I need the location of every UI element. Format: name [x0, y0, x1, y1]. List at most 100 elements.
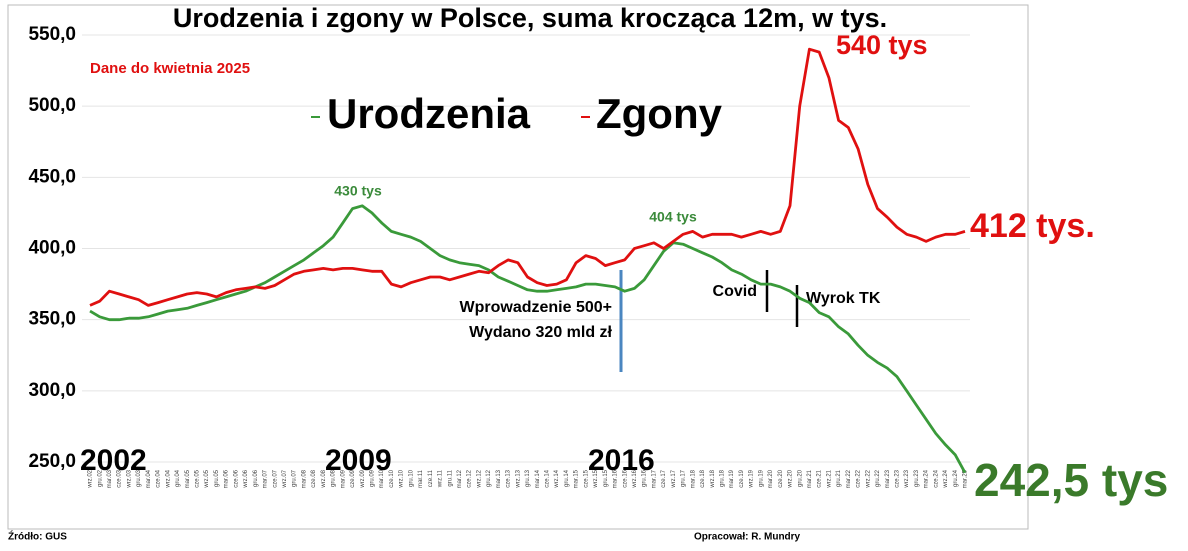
x-tick-label: cze.10 — [389, 469, 395, 487]
x-tick-label: gru.04 — [175, 469, 181, 487]
x-tick-label: mar.17 — [651, 469, 657, 488]
annotation: 2009 — [325, 444, 392, 477]
chart-subtitle: Dane do kwietnia 2025 — [90, 60, 250, 77]
annotation: Wprowadzenie 500+ — [460, 299, 613, 316]
x-tick-label: wrz.04 — [165, 469, 171, 488]
x-tick-label: gru.03 — [136, 469, 142, 487]
y-tick-label: 450,0 — [28, 166, 76, 187]
annotation: Wydano 320 mld zł — [469, 324, 612, 341]
x-tick-label: gru.02 — [97, 469, 103, 487]
x-tick-label: cze.04 — [156, 469, 162, 487]
x-tick-label: wrz.23 — [904, 469, 910, 488]
series-line — [89, 47, 966, 307]
x-tick-label: cze.21 — [817, 469, 823, 487]
x-tick-label: mar.08 — [301, 469, 307, 488]
legend-label: Zgony — [596, 90, 723, 137]
x-tick-label: cze.11 — [428, 469, 434, 487]
x-tick-label: wrz.24 — [943, 469, 949, 488]
y-tick-label: 500,0 — [28, 95, 76, 116]
x-tick-label: cze.13 — [506, 469, 512, 487]
x-tick-label: mar.18 — [690, 469, 696, 488]
x-tick-label: mar.07 — [263, 469, 269, 488]
annotation: 2016 — [588, 444, 655, 477]
x-tick-label: wrz.10 — [399, 469, 405, 488]
x-tick-label: cze.09 — [350, 469, 356, 487]
x-tick-label: cze.20 — [778, 469, 784, 487]
x-tick-label: wrz.17 — [671, 469, 677, 488]
x-tick-label: cze.03 — [117, 469, 123, 487]
x-tick-label: gru.09 — [370, 469, 376, 487]
x-tick-label: cze.24 — [933, 469, 939, 487]
x-tick-label: wrz.09 — [360, 469, 366, 488]
x-tick-label: mar.15 — [574, 469, 580, 488]
y-tick-label: 300,0 — [28, 380, 76, 401]
x-tick-label: mar.12 — [457, 469, 463, 488]
x-tick-label: cze.12 — [467, 469, 473, 487]
x-tick-label: gru.17 — [681, 469, 687, 487]
x-tick-label: gru.11 — [447, 469, 453, 486]
x-tick-label: wrz.20 — [788, 469, 794, 488]
source: Źródło: GUS — [8, 530, 67, 543]
x-tick-label: mar.21 — [807, 469, 813, 488]
x-tick-label: mar.23 — [885, 469, 891, 488]
annotation: 2002 — [80, 444, 147, 477]
annotation: 242,5 tys — [974, 454, 1168, 506]
legend-label: Urodzenia — [327, 90, 531, 137]
x-tick-label: cze.16 — [622, 469, 628, 487]
x-tick-label: gru.10 — [408, 469, 414, 487]
x-tick-label: cze.15 — [583, 469, 589, 487]
x-tick-label: wrz.07 — [282, 469, 288, 488]
author: Opracował: R. Mundry — [694, 532, 801, 543]
x-tick-label: wrz.13 — [515, 469, 521, 488]
x-tick-label: mar.05 — [185, 469, 191, 488]
x-tick-label: gru.05 — [214, 469, 220, 487]
series-line — [89, 204, 967, 474]
x-tick-label: gru.19 — [758, 469, 764, 487]
x-tick-label: wrz.12 — [476, 469, 482, 488]
chart-title: Urodzenia i zgony w Polsce, suma krocząc… — [173, 3, 887, 33]
x-tick-label: cze.14 — [545, 469, 551, 487]
x-tick-label: mar.19 — [729, 469, 735, 488]
y-tick-label: 250,0 — [28, 451, 76, 472]
annotation: 412 tys. — [970, 207, 1095, 245]
x-tick-label: gru.13 — [525, 469, 531, 487]
x-tick-label: wrz.02 — [88, 469, 94, 488]
x-tick-label: mar.24 — [924, 469, 930, 488]
x-tick-label: mar.16 — [613, 469, 619, 488]
x-tick-label: cze.05 — [195, 469, 201, 487]
y-tick-label: 550,0 — [28, 24, 76, 45]
x-tick-label: gru.15 — [603, 469, 609, 487]
x-tick-label: wrz.22 — [865, 469, 871, 488]
x-tick-label: cze.23 — [895, 469, 901, 487]
x-tick-label: gru.08 — [331, 469, 337, 487]
frame — [7, 4, 1029, 530]
x-tick-label: mar.11 — [418, 469, 424, 488]
y-tick-label: 400,0 — [28, 238, 76, 259]
x-tick-label: wrz.08 — [321, 469, 327, 488]
x-tick-label: mar.04 — [146, 469, 152, 488]
x-tick-label: cze.18 — [700, 469, 706, 487]
x-tick-label: wrz.19 — [749, 469, 755, 488]
x-tick-label: gru.16 — [642, 469, 648, 487]
x-tick-label: wrz.11 — [438, 469, 444, 488]
annotation: 430 tys — [334, 183, 382, 199]
annotation: Wyrok TK — [806, 290, 881, 307]
annotation: 404 tys — [649, 209, 697, 225]
x-tick-label: wrz.06 — [243, 469, 249, 488]
x-tick-label: gru.06 — [253, 469, 259, 487]
annotation: Covid — [713, 283, 757, 300]
x-tick-label: wrz.03 — [126, 469, 132, 488]
x-tick-label: cze.17 — [661, 469, 667, 487]
x-tick-label: mar.20 — [768, 469, 774, 488]
x-tick-label: cze.19 — [739, 469, 745, 487]
x-tick-label: gru.22 — [875, 469, 881, 487]
x-tick-label: cze.06 — [233, 469, 239, 487]
x-tick-label: cze.07 — [272, 469, 278, 487]
x-tick-label: gru.24 — [953, 469, 959, 487]
annotation: 540 tys — [836, 30, 928, 60]
x-tick-label: wrz.14 — [554, 469, 560, 488]
x-tick-label: mar.06 — [224, 469, 230, 488]
x-tick-label: gru.23 — [914, 469, 920, 487]
x-tick-label: mar.03 — [107, 469, 113, 488]
